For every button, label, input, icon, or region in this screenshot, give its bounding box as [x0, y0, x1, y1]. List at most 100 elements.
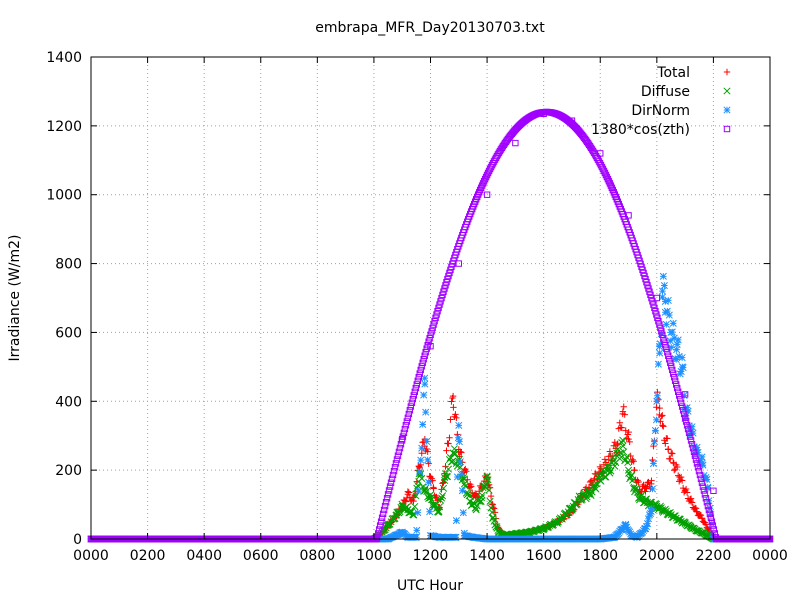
data-point — [449, 392, 457, 400]
data-point — [687, 497, 694, 505]
data-point — [434, 307, 441, 315]
data-point — [483, 171, 491, 179]
data-point — [388, 475, 396, 483]
data-point — [690, 448, 698, 456]
x-tick-label: 2200 — [696, 548, 732, 564]
data-point — [451, 450, 459, 458]
data-point — [465, 491, 473, 500]
data-point — [675, 392, 683, 399]
data-point — [443, 533, 452, 541]
data-point — [626, 438, 633, 446]
data-point — [413, 526, 421, 534]
data-point — [672, 377, 679, 385]
data-point — [653, 403, 660, 411]
data-point — [437, 298, 444, 305]
data-point — [689, 444, 697, 452]
x-tick-label: 1400 — [469, 548, 505, 564]
data-point — [681, 391, 689, 398]
data-point — [591, 483, 599, 491]
data-point — [386, 483, 394, 490]
data-point — [482, 173, 490, 181]
data-point — [607, 467, 615, 475]
data-point — [676, 370, 684, 378]
data-point — [658, 413, 665, 420]
x-tick-label: 0000 — [73, 548, 109, 564]
data-point — [610, 533, 618, 541]
data-point — [434, 508, 442, 516]
data-point — [525, 528, 534, 536]
data-point — [479, 180, 487, 187]
data-point — [680, 391, 688, 399]
data-point — [419, 420, 427, 429]
data-point — [622, 427, 629, 434]
data-point — [440, 479, 447, 486]
data-point — [415, 373, 422, 381]
data-point — [426, 494, 435, 502]
data-point — [676, 473, 683, 481]
data-point — [646, 510, 655, 518]
data-point — [662, 440, 669, 447]
data-point — [613, 452, 621, 460]
data-point — [693, 508, 700, 515]
data-point — [659, 272, 667, 280]
data-point — [483, 473, 491, 481]
y-tick-label: 400 — [55, 394, 82, 410]
data-point — [692, 456, 700, 463]
data-point — [487, 492, 495, 500]
data-point — [438, 486, 445, 493]
data-point — [626, 528, 634, 536]
data-point — [606, 448, 614, 455]
data-point — [446, 434, 453, 441]
data-point — [698, 515, 706, 522]
data-point — [448, 398, 455, 405]
data-point — [642, 523, 651, 531]
data-point — [685, 429, 693, 437]
data-point — [427, 473, 434, 481]
data-point — [412, 533, 420, 541]
data-point — [481, 175, 489, 183]
data-point — [625, 435, 632, 443]
grid-lines — [91, 57, 770, 539]
data-point — [436, 496, 445, 504]
data-point — [443, 447, 450, 454]
data-point — [660, 423, 667, 430]
data-point — [461, 466, 468, 474]
data-point — [658, 287, 667, 295]
data-point — [455, 260, 462, 267]
data-point — [650, 438, 658, 446]
data-point — [706, 510, 714, 518]
data-point — [635, 478, 642, 486]
data-point — [698, 459, 706, 467]
y-tick-label: 200 — [55, 463, 82, 479]
data-point — [404, 414, 412, 421]
legend-marker — [723, 68, 731, 76]
data-point — [664, 435, 671, 442]
data-point — [472, 490, 479, 497]
data-point — [576, 494, 584, 502]
x-axis-label: UTC Hour — [397, 578, 463, 594]
data-point — [435, 304, 442, 312]
data-point — [601, 169, 609, 177]
data-point — [470, 500, 478, 508]
data-point — [691, 452, 699, 459]
data-point — [693, 443, 701, 451]
data-point — [452, 533, 460, 541]
data-point — [648, 485, 657, 493]
data-point — [390, 467, 398, 475]
data-point — [620, 448, 628, 456]
x-tick-label: 1800 — [582, 548, 618, 564]
data-point — [703, 498, 711, 506]
data-point — [421, 374, 429, 382]
data-point — [656, 321, 663, 328]
data-point — [484, 169, 492, 177]
data-point — [656, 340, 664, 348]
data-point — [412, 384, 419, 392]
x-tick-label: 2000 — [639, 548, 675, 564]
data-point — [678, 363, 686, 371]
data-point — [478, 491, 486, 499]
data-point — [660, 335, 667, 342]
data-point — [664, 348, 671, 356]
data-point — [383, 495, 391, 502]
data-point — [664, 296, 672, 304]
data-point — [422, 348, 429, 356]
